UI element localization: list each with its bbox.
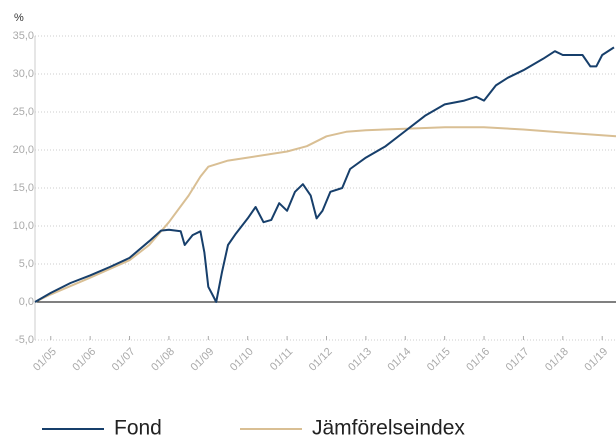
y-tick-label: 35,0: [13, 30, 34, 42]
legend-label: Fond: [114, 417, 162, 438]
y-tick-label: -5,0: [15, 334, 34, 346]
x-tick-label: 01/09: [189, 346, 217, 374]
y-tick-label: 5,0: [19, 258, 34, 270]
x-tick-label: 01/07: [110, 346, 138, 374]
x-tick-label: 01/05: [31, 346, 59, 374]
x-tick-label: 01/19: [582, 346, 610, 374]
x-tick-label: 01/13: [346, 346, 374, 374]
x-tick-label: 01/12: [307, 346, 335, 374]
x-tick-label: 01/15: [425, 346, 453, 374]
x-tick-label: 01/11: [268, 346, 295, 373]
x-tick-label: 01/10: [228, 346, 256, 374]
x-tick-label: 01/17: [504, 346, 532, 374]
y-tick-label: 10,0: [13, 220, 34, 232]
y-tick-label: 25,0: [13, 106, 34, 118]
x-tick-label: 01/08: [149, 346, 177, 374]
legend-label: Jämförelseindex: [312, 417, 465, 438]
y-tick-label: 20,0: [13, 144, 34, 156]
x-tick-label: 01/18: [543, 346, 571, 374]
y-tick-label: 30,0: [13, 68, 34, 80]
x-tick-label: 01/16: [464, 346, 492, 374]
y-tick-label: 0,0: [19, 296, 34, 308]
y-axis-label: %: [14, 12, 24, 24]
series-line: [34, 126, 616, 303]
series-line: [34, 46, 615, 303]
y-tick-label: 15,0: [13, 182, 34, 194]
x-tick-label: 01/14: [385, 346, 413, 374]
x-tick-label: 01/06: [70, 346, 98, 374]
